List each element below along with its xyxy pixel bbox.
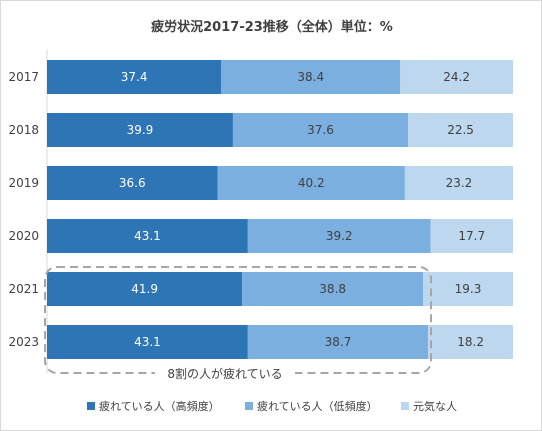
bar-segment — [47, 325, 248, 359]
data-label: 24.2 — [443, 70, 470, 84]
bar-segment — [242, 272, 424, 306]
data-label: 38.4 — [297, 70, 324, 84]
bar-segment — [428, 325, 513, 359]
data-label: 38.7 — [325, 335, 352, 349]
bar-segment — [430, 219, 513, 253]
data-label: 23.2 — [446, 176, 473, 190]
legend-swatch — [245, 402, 253, 410]
data-label: 41.9 — [131, 282, 158, 296]
data-label: 39.9 — [127, 123, 154, 137]
bar-segment — [47, 272, 243, 306]
data-label: 18.2 — [457, 335, 484, 349]
data-label: 36.6 — [119, 176, 146, 190]
category-tick-label: 2017 — [8, 70, 39, 84]
data-label: 22.5 — [447, 123, 474, 137]
bar-segment — [217, 166, 405, 200]
callout-label: 8割の人が疲れている — [167, 366, 282, 381]
bar-segment — [221, 60, 401, 94]
bar-segment — [47, 60, 222, 94]
data-label: 40.2 — [298, 176, 325, 190]
bar-segment — [47, 113, 233, 147]
data-label: 19.3 — [455, 282, 482, 296]
category-tick-label: 2021 — [8, 282, 39, 296]
data-label: 39.2 — [326, 229, 353, 243]
bar-segment — [247, 219, 431, 253]
data-label: 43.1 — [134, 229, 161, 243]
bar-segment — [404, 166, 513, 200]
category-tick-label: 2018 — [8, 123, 39, 137]
callout-annotation: 8割の人が疲れている — [44, 266, 432, 382]
bar-segment — [423, 272, 513, 306]
legend-label: 元気な人 — [413, 399, 457, 413]
bar-segment — [408, 113, 513, 147]
bar-segment — [247, 325, 429, 359]
callout-label-background — [155, 365, 295, 382]
legend-swatch — [401, 402, 409, 410]
callout-box — [44, 266, 432, 374]
category-tick-label: 2023 — [8, 335, 39, 349]
bar-segment — [400, 60, 513, 94]
category-tick-label: 2020 — [8, 229, 39, 243]
data-label: 43.1 — [134, 335, 161, 349]
chart-title: 疲労状況2017-23推移（全体）単位：% — [151, 19, 393, 35]
bar-segment — [232, 113, 409, 147]
data-label: 37.6 — [307, 123, 334, 137]
legend-label: 疲れている人（低頻度） — [257, 399, 378, 413]
category-tick-label: 2019 — [8, 176, 39, 190]
plot-area: 2017 37.4 38.4 24.2 2018 39.9 37.6 22.5 2019 36.6… — [8, 49, 513, 373]
data-label: 38.8 — [319, 282, 346, 296]
legend-swatch — [87, 402, 95, 410]
bar-segment — [47, 166, 218, 200]
data-label: 17.7 — [458, 229, 485, 243]
legend-label: 疲れている人（高頻度） — [99, 399, 220, 413]
legend: 疲れている人（高頻度） 疲れている人（低頻度） 元気な人 — [87, 399, 457, 413]
bar-segment — [47, 219, 248, 253]
data-label: 37.4 — [121, 70, 148, 84]
